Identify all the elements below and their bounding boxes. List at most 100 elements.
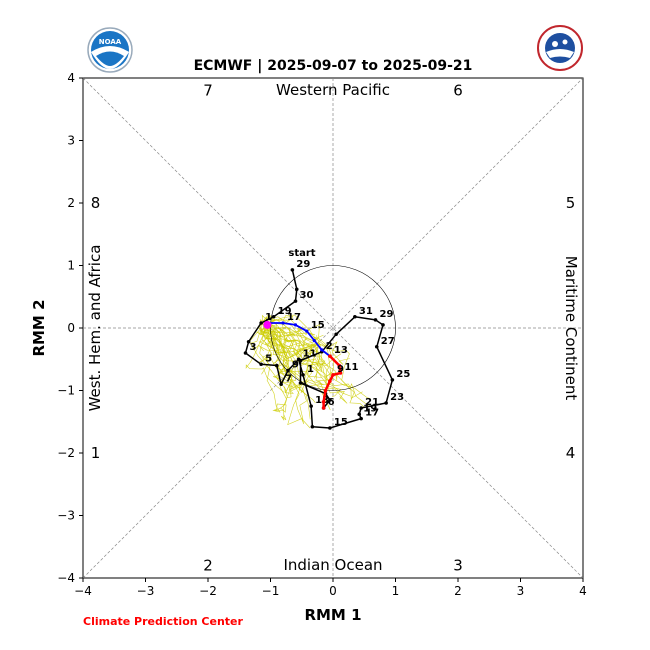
x-tick-label: 0 xyxy=(329,584,337,598)
diagonal-line xyxy=(82,77,584,579)
observed-point xyxy=(309,404,313,408)
observed-point xyxy=(384,401,388,405)
forecast-week2-point-label: 11 xyxy=(345,362,359,373)
observed-point-label: 2 xyxy=(326,341,333,352)
forecast-week2-point xyxy=(323,388,328,393)
observed-point xyxy=(381,323,385,327)
observed-line xyxy=(244,269,394,429)
ensemble-member-line xyxy=(264,322,333,387)
observed-point-label: 1 xyxy=(307,364,314,375)
region-label-top: Western Pacific xyxy=(276,81,390,99)
observed-point xyxy=(390,378,395,382)
phase-label: 2 xyxy=(203,557,213,575)
y-tick-label: −3 xyxy=(57,509,75,523)
forecast-mean-point xyxy=(312,338,316,343)
observed-point-label: 3 xyxy=(250,342,257,353)
forecast-week2-point xyxy=(321,406,326,410)
phase-label: 3 xyxy=(453,557,463,575)
y-tick-label: 3 xyxy=(67,134,75,148)
observed-point xyxy=(286,368,290,373)
ensemble-member-line xyxy=(260,315,322,347)
unit-circle xyxy=(270,265,396,391)
observed-point xyxy=(353,314,357,319)
forecast-week2-point-label: 9 xyxy=(337,364,344,375)
ensemble-member-line xyxy=(260,325,371,399)
y-tick-label: −1 xyxy=(57,384,75,398)
forecast-week2-point xyxy=(331,373,335,377)
observed-point xyxy=(301,373,305,377)
observed-point-label: 17 xyxy=(365,408,379,419)
observed-point xyxy=(259,321,263,325)
observed-point xyxy=(293,299,298,303)
ensemble-member-line xyxy=(267,327,311,429)
y-tick-label: 1 xyxy=(67,259,75,273)
observed-point xyxy=(374,344,379,349)
chart-title: ECMWF | 2025-09-07 to 2025-09-21 xyxy=(194,58,473,74)
observed-point-label: 19 xyxy=(363,403,377,414)
observed-point-label: 21 xyxy=(365,397,379,408)
ensemble-member-line xyxy=(245,327,285,393)
y-axis-label: RMM 2 xyxy=(30,299,48,356)
forecast-start-marker xyxy=(263,320,272,329)
observed-point xyxy=(373,318,378,322)
forecast-mean-point-label: 13 xyxy=(334,345,348,356)
observed-point xyxy=(359,406,363,410)
forecast-mean-point-label: 15 xyxy=(311,320,325,331)
ensemble-member-line xyxy=(264,314,350,365)
forecast-week2-point xyxy=(321,399,326,404)
ensemble-member-line xyxy=(261,318,331,386)
observed-point-label: 31 xyxy=(359,306,373,317)
forecast-week2-point xyxy=(337,363,342,368)
x-tick-label: −4 xyxy=(74,584,92,598)
observed-point-label: 27 xyxy=(381,336,395,347)
phase-label: 7 xyxy=(203,82,213,100)
x-tick-label: 1 xyxy=(392,584,400,598)
observed-point xyxy=(246,339,251,344)
ensemble-member-line xyxy=(258,322,273,375)
observed-point-label: 9 xyxy=(292,360,299,371)
observed-point xyxy=(298,358,303,363)
phase-label: 6 xyxy=(453,82,463,100)
observed-point xyxy=(290,268,295,272)
observed-point xyxy=(328,426,332,430)
region-label-bottom: Indian Ocean xyxy=(283,556,382,574)
observed-point-label: 29 xyxy=(380,309,394,320)
observed-point xyxy=(334,332,338,337)
y-tick-label: −4 xyxy=(57,571,75,585)
phase-label: 8 xyxy=(91,194,101,212)
svg-text:NOAA: NOAA xyxy=(99,38,122,46)
x-tick-label: −2 xyxy=(199,584,217,598)
x-tick-label: −1 xyxy=(262,584,280,598)
x-axis-label: RMM 1 xyxy=(304,606,361,624)
observed-point-label: 7 xyxy=(285,373,292,384)
observed-point xyxy=(243,351,248,355)
ensemble-member-line xyxy=(265,316,326,365)
ensemble-member-line xyxy=(271,325,312,393)
observed-point-label: 29 xyxy=(296,259,310,270)
phase-label: 1 xyxy=(91,444,101,462)
ensemble-member-line xyxy=(260,323,316,404)
noaa-logo: NOAA xyxy=(87,27,133,73)
observed-point xyxy=(274,363,279,368)
observed-point-label: 23 xyxy=(390,392,404,403)
region-label-right: Maritime Continent xyxy=(562,256,580,401)
ensemble-member-line xyxy=(260,329,369,407)
forecast-mean-point xyxy=(293,323,298,327)
observed-point xyxy=(298,381,303,385)
observed-point xyxy=(357,412,362,417)
observed-point-label: 5 xyxy=(265,353,272,364)
observed-point xyxy=(259,362,263,367)
x-tick-label: 4 xyxy=(579,584,587,598)
x-tick-label: −3 xyxy=(137,584,155,598)
observed-point-label: 25 xyxy=(396,369,410,380)
x-tick-label: 2 xyxy=(454,584,462,598)
y-tick-label: 2 xyxy=(67,196,75,210)
forecast-mean-point xyxy=(320,348,324,352)
observed-point-label: 11 xyxy=(303,348,317,359)
y-tick-label: 4 xyxy=(67,71,75,85)
observed-point xyxy=(310,424,315,429)
forecast-week2-point xyxy=(328,354,332,358)
phase-label: 5 xyxy=(566,194,576,212)
ensemble-member-line xyxy=(275,326,325,393)
